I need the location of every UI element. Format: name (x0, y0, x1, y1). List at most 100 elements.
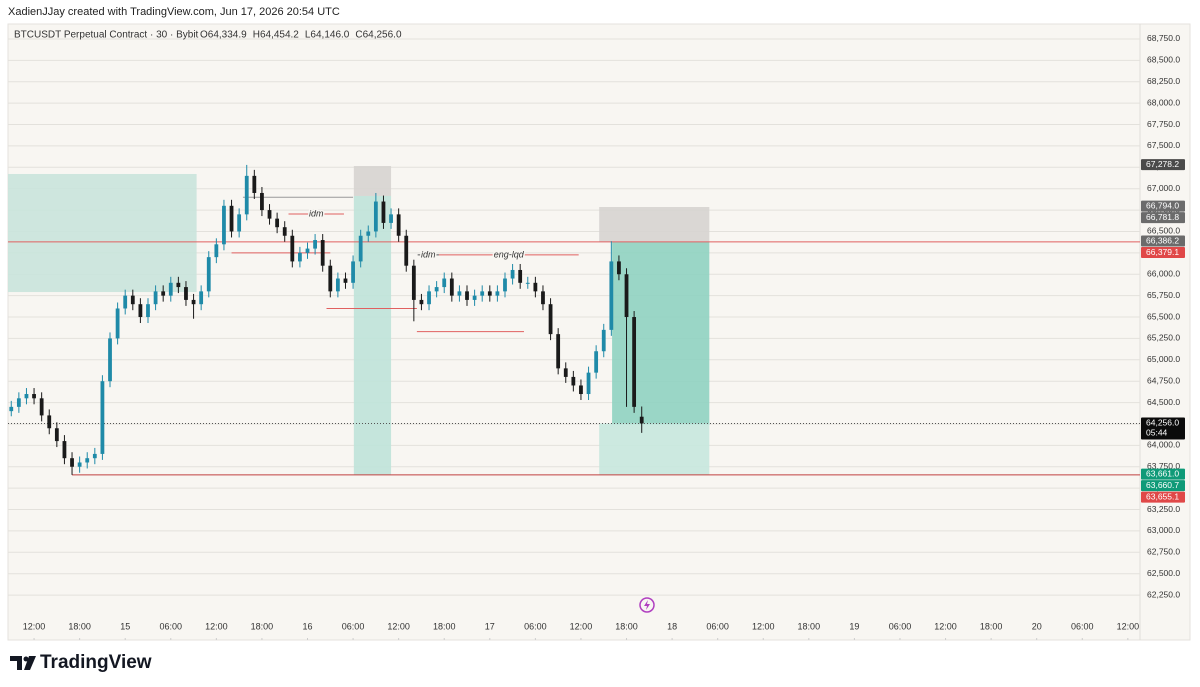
price-badge (1141, 235, 1185, 247)
candle-body (199, 291, 204, 305)
candle-body (601, 329, 606, 352)
x-tick-label: 18:00 (798, 621, 821, 631)
x-tick-label: 17 (485, 621, 495, 631)
candle-body (138, 304, 143, 318)
candle-body (609, 261, 614, 330)
candle-body (335, 278, 340, 292)
candle-body (503, 278, 507, 292)
candle-body (70, 458, 74, 467)
x-tick-label: 12:00 (205, 621, 228, 631)
x-tick-label: 12:00 (23, 621, 46, 631)
candle-body (16, 398, 21, 407)
level-label: idm (421, 249, 436, 259)
candle-body (176, 282, 181, 288)
x-tick-label: 06:00 (160, 621, 183, 631)
price-badge (1141, 159, 1185, 171)
candle-body (85, 458, 90, 463)
candle-body (343, 278, 348, 283)
candle-body (404, 235, 409, 266)
candle-body (366, 231, 371, 236)
candle-body (47, 415, 52, 429)
x-tick-label: 20 (1032, 621, 1042, 631)
candle-body (92, 453, 97, 459)
candle-body (571, 376, 576, 386)
y-tick-label: 64,000.0 (1147, 440, 1180, 450)
y-tick-label: 68,250.0 (1147, 76, 1180, 86)
x-tick-label: 06:00 (706, 621, 729, 631)
candle-body (206, 257, 211, 292)
candle-body (123, 295, 128, 309)
candle-body (313, 240, 317, 249)
level-label: eng-lqd (494, 249, 525, 259)
candle-body (77, 462, 82, 467)
price-badge-label: 63,655.1 (1146, 492, 1179, 502)
candle-body (244, 175, 249, 215)
ohlc-value: O64,334.9 (200, 30, 247, 41)
candle-body (533, 282, 538, 292)
y-tick-label: 66,000.0 (1147, 269, 1180, 279)
candle-body (62, 441, 67, 459)
y-tick-label: 68,750.0 (1147, 33, 1180, 43)
x-tick-label: 18 (667, 621, 677, 631)
candle-body (298, 252, 302, 262)
candle-body (510, 269, 515, 279)
level-label: idm (309, 208, 324, 218)
zone (8, 173, 197, 293)
replay-icon[interactable] (639, 597, 655, 613)
candle-body (351, 261, 355, 283)
candle-body (472, 295, 477, 300)
x-tick-label: 12:00 (1117, 621, 1140, 631)
candle-body (381, 201, 386, 223)
candle-body (639, 416, 644, 424)
ohlc-value: C64,256.0 (355, 30, 402, 41)
candle-body (465, 291, 469, 300)
y-tick-label: 63,750.0 (1147, 461, 1180, 471)
candle-body (146, 304, 150, 318)
price-badge (1141, 212, 1185, 224)
y-tick-label: 68,000.0 (1147, 97, 1180, 107)
price-badge-label: 66,781.8 (1146, 212, 1179, 222)
candle-body (252, 175, 257, 193)
x-tick-label: 06:00 (1071, 621, 1094, 631)
x-tick-label: 06:00 (342, 621, 365, 631)
y-tick-label: 68,500.0 (1147, 55, 1180, 65)
candle-body (222, 205, 226, 245)
ohlc-legend: O64,334.9 H64,454.2 L64,146.0 C64,256.0 (200, 30, 402, 41)
y-tick-label: 67,500.0 (1147, 140, 1180, 150)
candle-body (427, 291, 431, 305)
y-tick-label: 63,000.0 (1147, 525, 1180, 535)
candle-body (411, 265, 416, 300)
candle-body (115, 308, 120, 339)
candle-body (358, 235, 363, 262)
candle-body (548, 304, 553, 335)
candle-body (442, 278, 447, 288)
candle-body (449, 278, 454, 296)
y-tick-label: 65,500.0 (1147, 311, 1180, 321)
candle-body (320, 240, 325, 266)
candle-body (100, 381, 105, 454)
candle-body (373, 201, 378, 232)
y-tick-label: 66,500.0 (1147, 226, 1180, 236)
candle-body (214, 244, 219, 258)
axes: 62,250.0 62,500.0 62,750.0 63,000.0 63,250.0… (23, 33, 1185, 640)
candle-body (108, 338, 112, 382)
price-badge (1141, 491, 1185, 503)
candle-body (237, 214, 242, 232)
candles (9, 164, 644, 475)
candle-body (457, 291, 462, 296)
zone (599, 207, 710, 242)
candle-body (9, 406, 14, 412)
candle-body (434, 287, 439, 292)
x-tick-label: 18:00 (251, 621, 274, 631)
price-badge-label: 66,386.2 (1146, 235, 1179, 245)
candle-body (24, 394, 29, 399)
x-tick-label: 12:00 (752, 621, 775, 631)
x-tick-label: 18:00 (433, 621, 456, 631)
y-tick-label: 65,250.0 (1147, 333, 1180, 343)
chart-frame (7, 23, 1191, 641)
x-tick-label: 18:00 (615, 621, 638, 631)
x-tick-label: 15 (120, 621, 130, 631)
x-tick-label: 18:00 (980, 621, 1003, 631)
candle-body (389, 214, 393, 223)
